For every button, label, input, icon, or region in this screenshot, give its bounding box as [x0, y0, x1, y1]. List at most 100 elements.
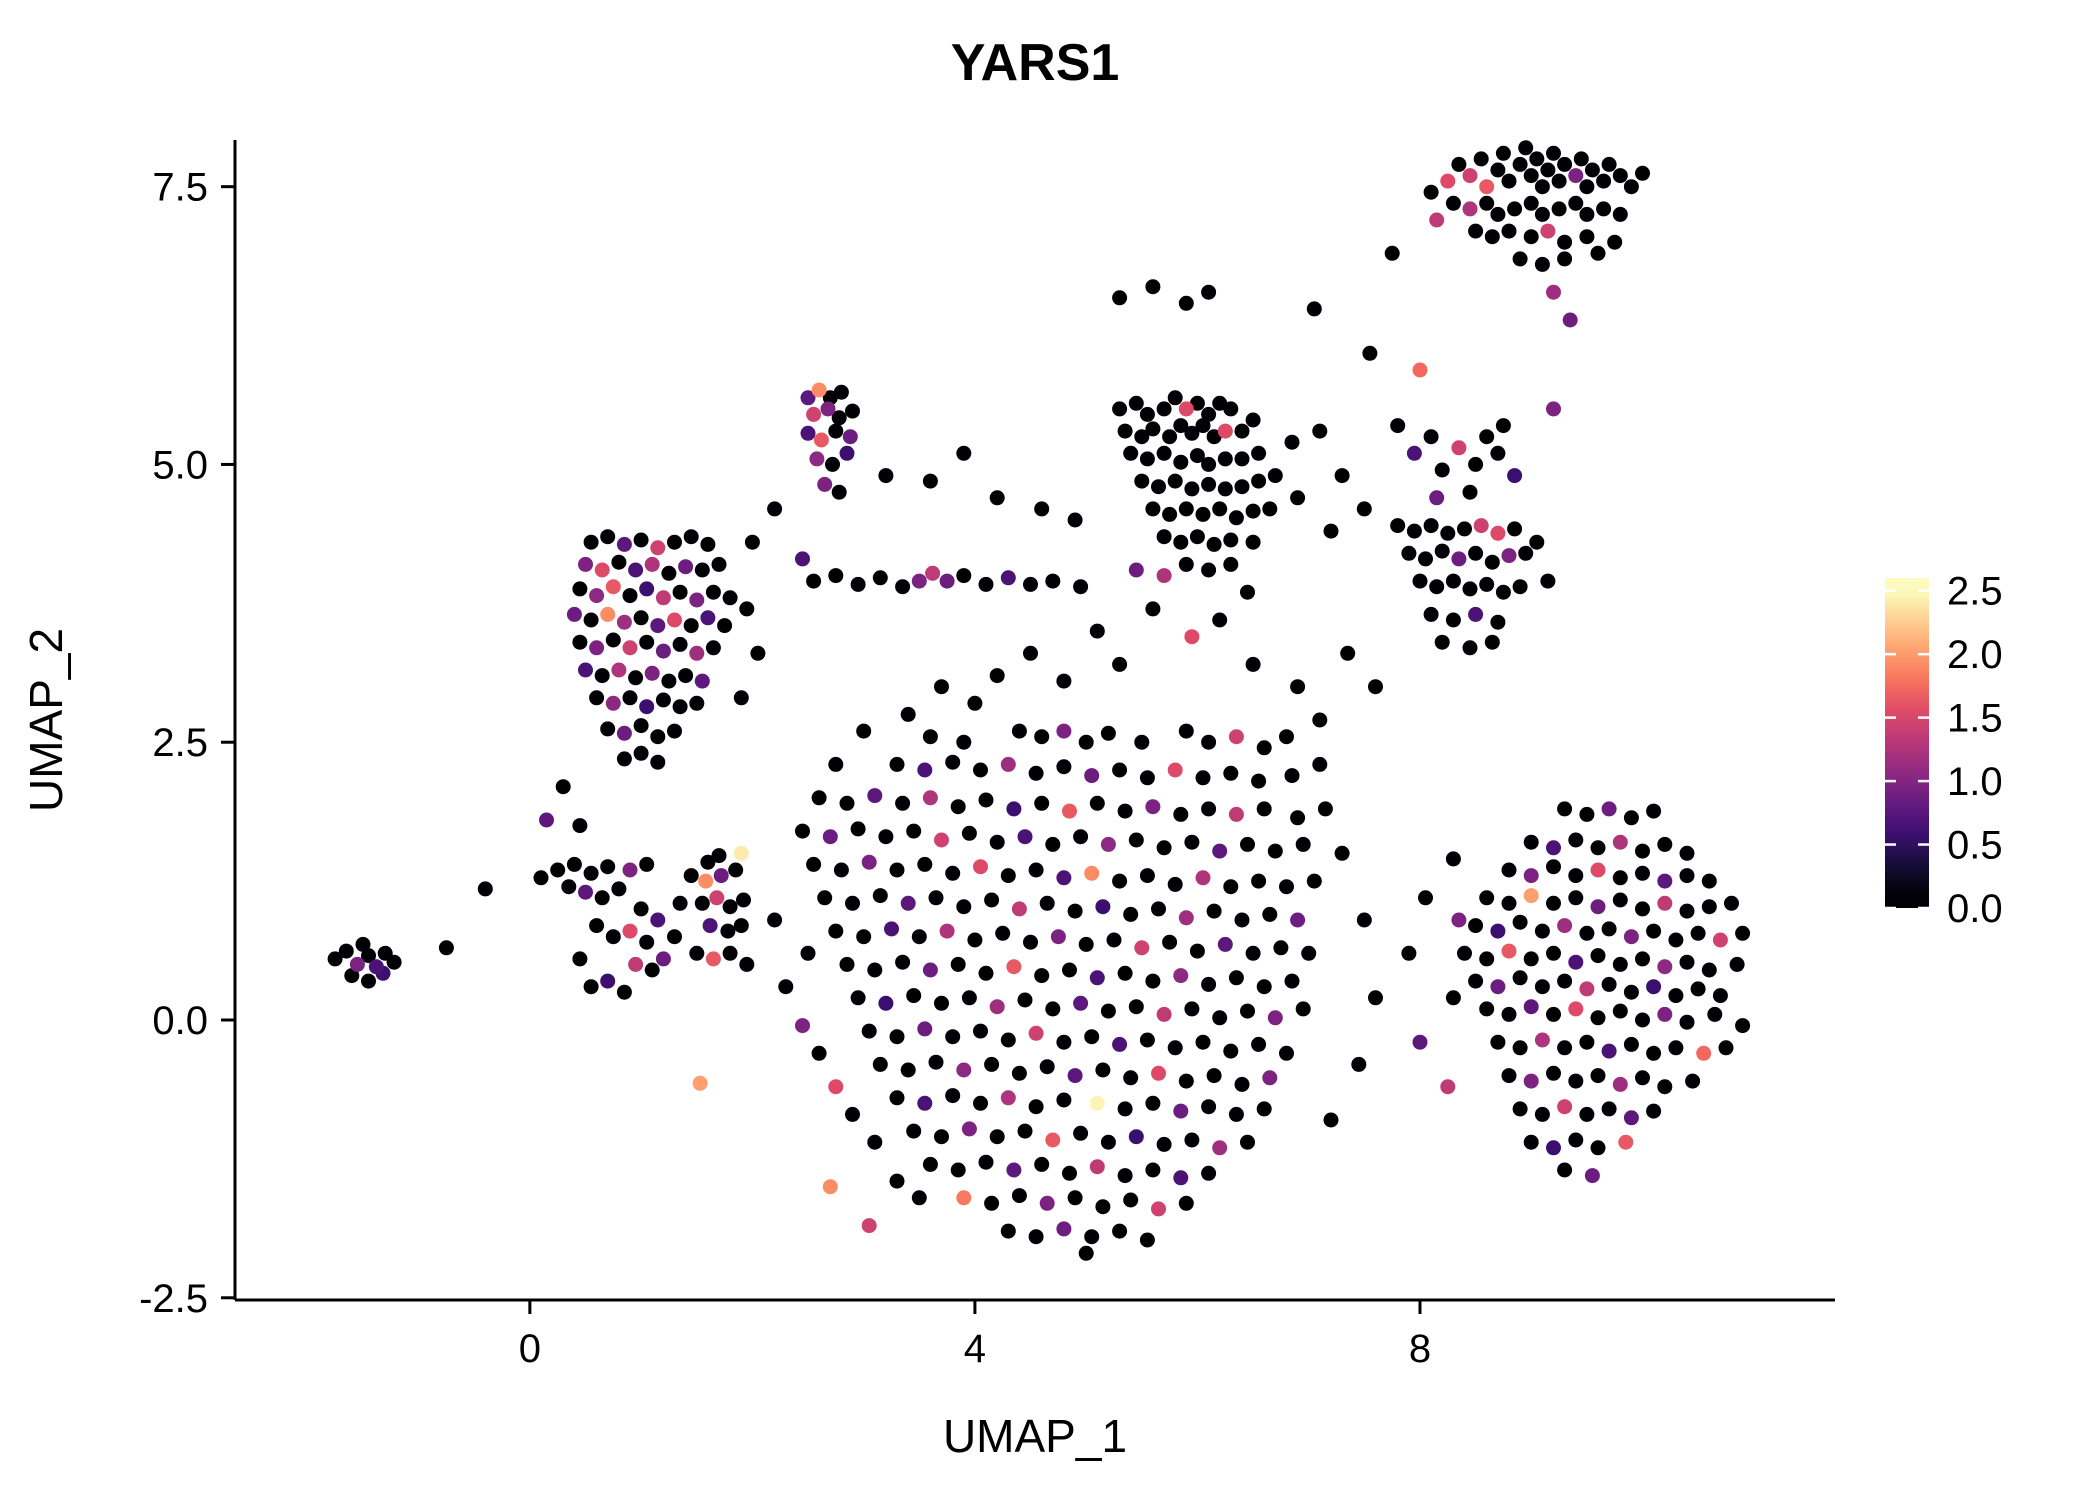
- data-point: [1184, 629, 1200, 645]
- data-point: [1534, 979, 1550, 995]
- y-axis-label: UMAP_2: [20, 628, 72, 812]
- colorbar-tick-label: 0.0: [1947, 887, 2003, 931]
- data-point: [1512, 251, 1528, 267]
- data-point: [1245, 534, 1261, 550]
- data-point: [989, 1129, 1005, 1145]
- data-point: [1195, 506, 1211, 522]
- data-point: [984, 1195, 1000, 1211]
- data-point: [672, 584, 688, 600]
- data-point: [1212, 395, 1228, 411]
- data-point: [878, 995, 894, 1011]
- data-point: [1106, 932, 1122, 948]
- data-point: [583, 979, 599, 995]
- data-point: [1412, 1034, 1428, 1050]
- data-point: [1601, 1043, 1617, 1059]
- data-point: [872, 1056, 888, 1072]
- data-point: [1590, 840, 1606, 856]
- data-point: [1139, 1032, 1155, 1048]
- data-point: [1429, 579, 1445, 595]
- data-point: [1039, 895, 1055, 911]
- data-point: [1234, 479, 1250, 495]
- data-point: [1156, 401, 1172, 417]
- data-point: [795, 1018, 810, 1034]
- data-point: [850, 821, 866, 837]
- y-axis-ticks: 7.5 5.0 2.5 0.0 -2.5: [139, 166, 235, 1321]
- data-point: [1139, 1232, 1155, 1248]
- data-point: [1078, 734, 1094, 750]
- data-point: [1623, 810, 1639, 826]
- data-point: [1690, 981, 1706, 997]
- data-point: [1462, 581, 1478, 597]
- data-point: [1290, 810, 1306, 826]
- data-point: [1223, 765, 1239, 781]
- data-point: [1240, 1134, 1255, 1150]
- data-point: [1256, 1101, 1272, 1117]
- data-point: [839, 795, 855, 811]
- data-point: [1590, 948, 1606, 964]
- data-point: [845, 895, 860, 911]
- data-point: [1045, 1001, 1061, 1017]
- data-point: [1334, 468, 1350, 484]
- data-point: [1206, 429, 1222, 445]
- data-point: [1434, 543, 1450, 559]
- data-point: [616, 536, 632, 552]
- data-point: [1145, 279, 1161, 295]
- data-point: [1546, 840, 1561, 856]
- data-point: [1579, 179, 1595, 195]
- data-point: [605, 695, 621, 711]
- data-point: [1217, 936, 1233, 952]
- data-point: [1635, 1012, 1650, 1028]
- scatter-points: [327, 140, 1751, 1261]
- data-point: [1312, 756, 1328, 772]
- data-point: [1701, 873, 1717, 889]
- data-point: [895, 579, 911, 595]
- data-point: [1551, 173, 1567, 189]
- data-point: [1084, 865, 1100, 881]
- data-point: [561, 879, 577, 895]
- data-point: [1117, 1101, 1133, 1117]
- y-tick-label: 7.5: [152, 166, 208, 210]
- data-point: [1112, 290, 1128, 306]
- data-point: [1729, 956, 1745, 972]
- data-point: [1256, 979, 1272, 995]
- data-point: [739, 601, 755, 617]
- data-point: [1028, 1099, 1044, 1115]
- data-point: [1512, 914, 1528, 930]
- data-point: [1112, 401, 1128, 417]
- data-point: [1368, 990, 1383, 1006]
- data-point: [850, 990, 866, 1006]
- data-point: [1512, 1101, 1528, 1117]
- data-point: [842, 429, 858, 445]
- data-point: [1462, 640, 1478, 656]
- data-point: [655, 590, 671, 606]
- data-point: [655, 951, 671, 967]
- data-point: [1735, 925, 1751, 941]
- data-point: [950, 956, 966, 972]
- data-point: [700, 536, 716, 552]
- data-point: [1546, 401, 1561, 417]
- data-point: [1112, 656, 1128, 672]
- data-point: [1724, 895, 1739, 911]
- data-point: [713, 868, 729, 884]
- data-point: [1590, 1140, 1606, 1156]
- data-point: [1184, 834, 1200, 850]
- data-point: [1301, 945, 1317, 961]
- data-point: [1178, 501, 1194, 517]
- data-point: [813, 432, 829, 448]
- data-point: [1223, 1043, 1239, 1059]
- data-point: [1056, 723, 1072, 739]
- data-point: [1251, 445, 1267, 461]
- data-point: [1151, 479, 1166, 495]
- data-point: [1490, 923, 1506, 939]
- data-point: [1184, 1132, 1200, 1148]
- data-point: [1117, 965, 1133, 981]
- data-point: [1273, 940, 1289, 956]
- data-point: [572, 951, 588, 967]
- data-point: [1062, 803, 1077, 819]
- data-point: [828, 423, 844, 439]
- data-point: [1479, 179, 1495, 195]
- data-point: [1512, 970, 1528, 986]
- data-point: [1195, 1034, 1211, 1050]
- data-point: [728, 862, 744, 878]
